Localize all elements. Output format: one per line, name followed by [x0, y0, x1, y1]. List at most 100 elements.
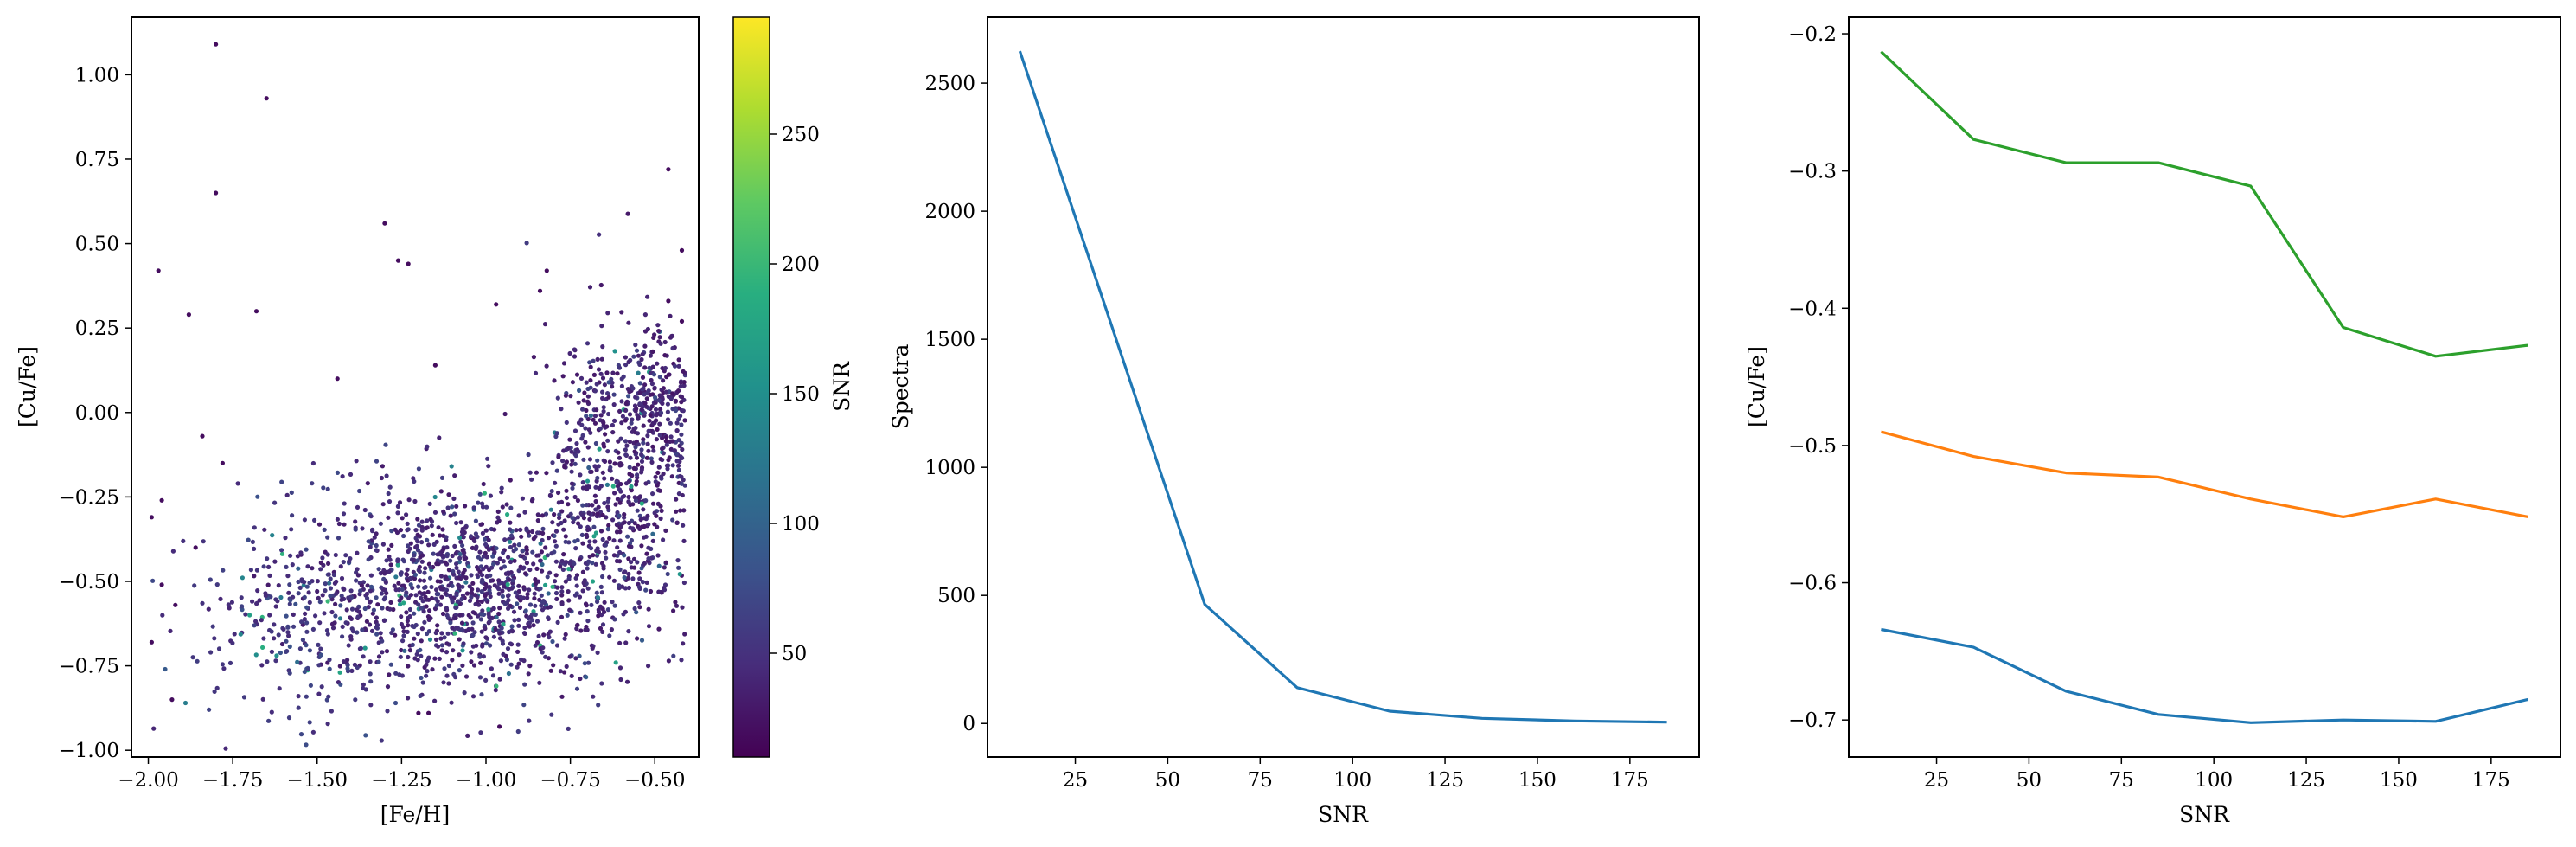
scatter-point [534, 553, 540, 558]
scatter-point [516, 583, 521, 588]
scatter-point [595, 458, 600, 463]
scatter-point [427, 637, 433, 642]
scatter-point [649, 459, 655, 465]
scatter-point [677, 572, 682, 577]
scatter-point [386, 491, 391, 497]
scatter-point [287, 582, 292, 587]
scatter-point [613, 660, 618, 665]
scatter-point [465, 733, 470, 739]
scatter-point [454, 593, 459, 598]
scatter-point [632, 521, 637, 526]
scatter-point [539, 549, 545, 555]
scatter-point [482, 491, 488, 496]
scatter-point [636, 370, 641, 375]
scatter-point [235, 481, 240, 486]
scatter-point [361, 580, 366, 585]
scatter-point [612, 461, 617, 466]
scatter-point [497, 606, 502, 611]
scatter-point [366, 539, 371, 544]
scatter-point [302, 580, 307, 585]
scatter-point [643, 481, 649, 486]
scatter-point [383, 442, 388, 447]
scatter-point [406, 623, 411, 628]
scatter-point [678, 384, 683, 389]
scatter-point [290, 513, 295, 518]
scatter-point [569, 469, 574, 474]
scatter-point [405, 619, 410, 624]
scatter-point [419, 638, 424, 644]
scatter-point [324, 628, 330, 633]
scatter-point [578, 676, 583, 682]
scatter-point [618, 481, 623, 487]
scatter-point [598, 604, 604, 609]
scatter-point [595, 546, 600, 551]
scatter-point [600, 629, 605, 635]
scatter-point [420, 680, 425, 685]
scatter-point [553, 579, 558, 584]
scatter-point [563, 579, 568, 584]
scatter-point [310, 626, 316, 632]
scatter-x-tick-label: −1.25 [371, 769, 431, 792]
scatter-point [618, 436, 623, 441]
scatter-point [500, 641, 506, 646]
scatter-point [598, 584, 604, 590]
scatter-point [457, 583, 462, 589]
scatter-point [598, 413, 604, 418]
scatter-point [490, 673, 496, 678]
scatter-point [532, 596, 537, 601]
scatter-point [425, 537, 430, 543]
scatter-point [318, 646, 323, 651]
scatter-point [216, 646, 222, 651]
scatter-point [578, 524, 583, 529]
scatter-point [674, 520, 680, 525]
scatter-point [577, 557, 583, 562]
scatter-point [519, 534, 524, 539]
scatter-point [497, 631, 502, 636]
scatter-point [657, 335, 662, 340]
scatter-point [393, 527, 398, 532]
scatter-point [495, 520, 500, 525]
scatter-point [496, 578, 502, 583]
scatter-point [588, 430, 593, 435]
scatter-point [552, 533, 557, 539]
scatter-point [602, 382, 608, 388]
scatter-point [291, 624, 297, 629]
scatter-point [642, 343, 648, 349]
scatter-point [467, 584, 472, 589]
scatter-point [329, 609, 335, 615]
scatter-point [554, 643, 560, 648]
scatter-point [681, 383, 687, 388]
scatter-point [302, 517, 307, 523]
spectra-axes-frame [987, 16, 1700, 758]
scatter-point [500, 504, 505, 510]
scatter-point [295, 659, 300, 664]
scatter-point [626, 571, 631, 577]
colorbar-label: SNR [829, 361, 854, 412]
spectra-x-tick-label: 50 [1155, 769, 1180, 792]
scatter-point [648, 370, 653, 375]
scatter-point [208, 577, 213, 582]
scatter-point [659, 474, 664, 479]
scatter-point [473, 531, 479, 536]
scatter-point [655, 501, 661, 507]
scatter-point [639, 638, 645, 643]
scatter-point [666, 658, 672, 664]
scatter-point [412, 611, 417, 616]
scatter-point [549, 551, 554, 556]
scatter-point [527, 664, 533, 669]
scatter-point [681, 538, 687, 544]
scatter-point [619, 383, 625, 388]
scatter-point [412, 498, 418, 504]
scatter-point [370, 611, 375, 616]
scatter-point [644, 396, 649, 401]
scatter-point [477, 675, 483, 680]
scatter-point [412, 576, 418, 581]
spectra-x-tick-label: 100 [1333, 769, 1371, 792]
scatter-point [290, 562, 295, 568]
scatter-point [348, 472, 354, 478]
scatter-point [580, 503, 585, 508]
scatter-point [308, 683, 313, 688]
scatter-point [648, 413, 653, 418]
scatter-point [456, 569, 461, 574]
scatter-point [657, 421, 662, 427]
